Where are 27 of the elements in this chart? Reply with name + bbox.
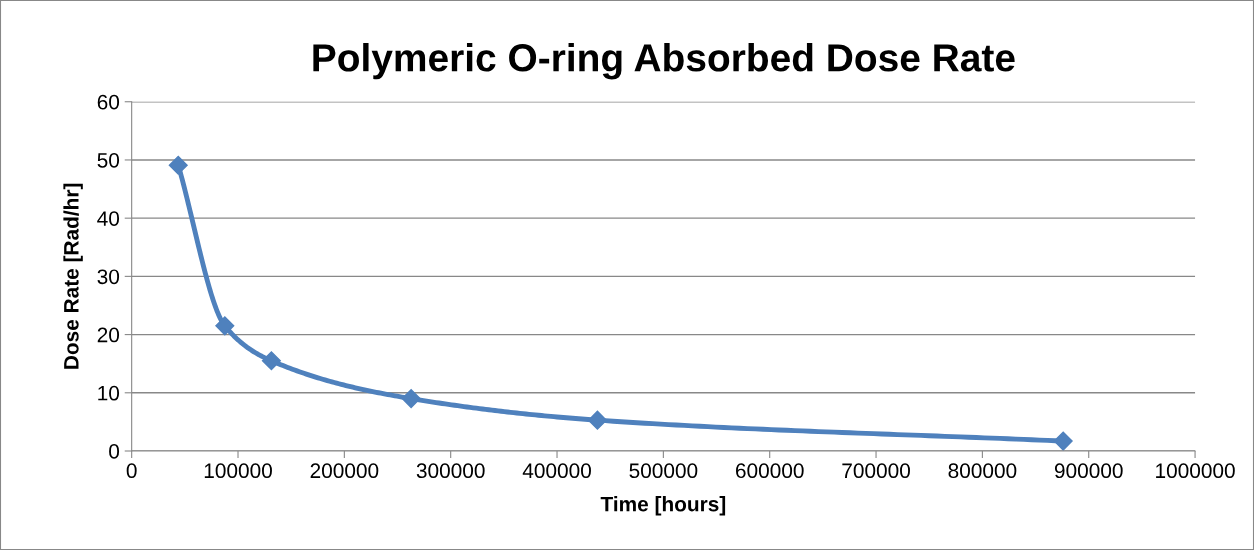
point [401, 389, 421, 409]
y-tick-label: 50 [97, 152, 120, 168]
y-tick-label: 60 [97, 94, 120, 110]
y-tick-label: 40 [97, 211, 120, 226]
y-tick-label: 30 [97, 269, 120, 285]
y-axis-title: Dose Rate [Rad/hr] [63, 183, 83, 369]
x-tick-label: 100000 [204, 463, 272, 479]
x-tick-label: 500000 [629, 463, 698, 479]
x-tick-label: 800000 [948, 463, 1017, 479]
x-tick-label: 600000 [736, 463, 804, 479]
x-axis-title: Time [hours] [600, 496, 726, 516]
x-tick-label: 400000 [522, 463, 591, 479]
point [1053, 431, 1073, 451]
y-tick-label: 20 [97, 327, 120, 343]
x-tick-label: 300000 [416, 463, 485, 479]
point [587, 410, 607, 430]
x-tick-label: 700000 [842, 463, 910, 479]
point [168, 155, 188, 175]
x-tick-label: 900000 [1054, 463, 1123, 479]
point [261, 351, 281, 371]
x-tick-label: 0 [126, 463, 137, 479]
y-tick-label: 0 [109, 444, 120, 459]
point [215, 316, 235, 336]
x-tick-label: 1000000 [1156, 463, 1235, 479]
x-tick-label: 200000 [310, 463, 379, 479]
chart-title: Polymeric O-ring Absorbed Dose Rate [313, 43, 1015, 80]
y-tick-label: 10 [98, 385, 120, 401]
